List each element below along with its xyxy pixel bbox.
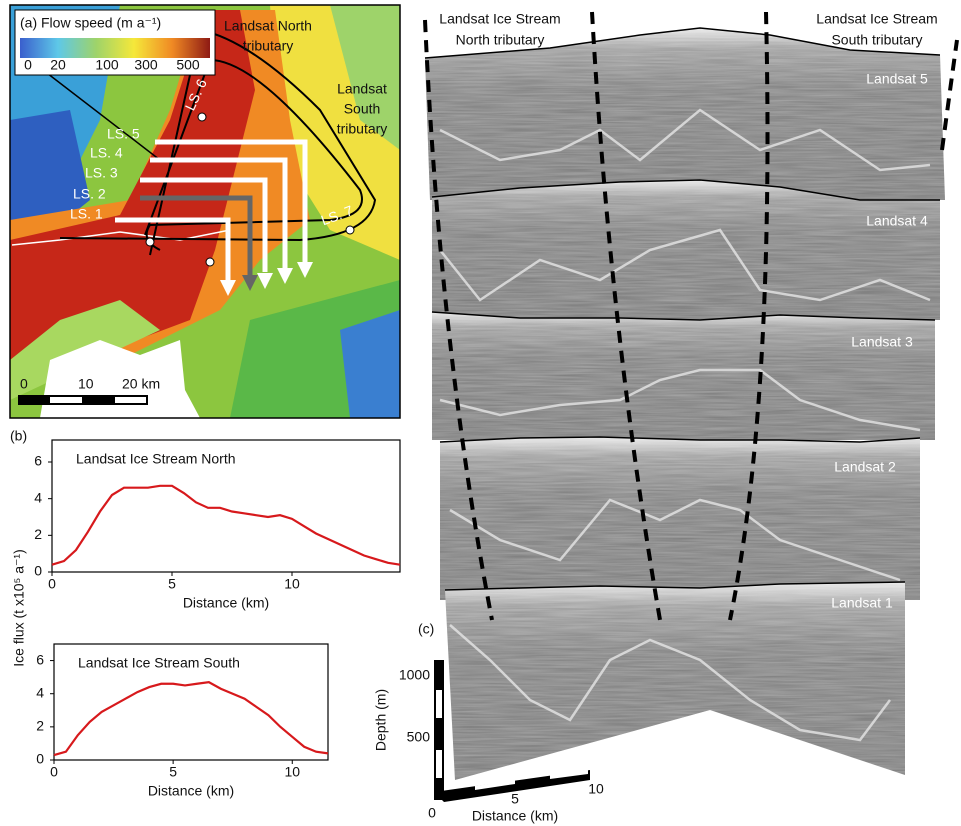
x-tick-label: 5 [168, 576, 176, 592]
tributary-label: tributary [337, 121, 388, 137]
tributary-label: Landsat [337, 81, 387, 97]
colorbar-label: 300 [134, 57, 158, 73]
colorbar-label: 100 [95, 57, 119, 73]
y-tick-label: 2 [34, 526, 42, 542]
tributary-label: Landsat North [224, 18, 312, 34]
x-tick-label: 10 [284, 576, 300, 592]
profile-label: Landsat 5 [866, 71, 928, 87]
y-axis-label: Ice flux (t x10⁵ a⁻¹) [11, 549, 27, 666]
scale-bar [50, 397, 82, 403]
depth-scale [436, 750, 442, 778]
depth-scale [436, 690, 442, 718]
y-tick-label: 2 [36, 718, 44, 734]
depth-tick: 1000 [399, 667, 430, 683]
colorbar-label: 0 [24, 57, 32, 73]
colorbar-label: 20 [50, 57, 66, 73]
tributary-boundary [942, 40, 957, 150]
depth-tick: 500 [407, 729, 431, 745]
profile-label: Landsat 2 [834, 459, 896, 475]
colorbar-label: 500 [176, 57, 200, 73]
profile-label: Landsat 3 [851, 334, 913, 350]
tributary-label: South [344, 101, 381, 117]
depth-scale [434, 660, 444, 800]
line-label: LS. 5 [107, 126, 140, 142]
scale-label: 20 km [122, 376, 160, 392]
y-tick-label: 4 [36, 684, 44, 700]
header: South tributary [831, 32, 922, 48]
chart-title: Landsat Ice Stream North [76, 451, 236, 467]
x-axis-label: Distance (km) [183, 595, 269, 611]
line-label: LS. 4 [90, 145, 123, 161]
x-axis-label: Distance (km) [148, 783, 234, 799]
legend-title: (a) Flow speed (m a⁻¹) [20, 15, 161, 31]
x-tick-label: 0 [50, 764, 58, 780]
y-tick-label: 6 [36, 651, 44, 667]
header: Landsat Ice Stream [439, 11, 560, 27]
x-tick-label: 0 [48, 576, 56, 592]
echogram-texture [425, 28, 945, 200]
distance-label: Distance (km) [472, 808, 558, 824]
line-label: LS. 2 [73, 186, 106, 202]
colorbar [20, 38, 210, 58]
y-tick-label: 4 [34, 489, 42, 505]
flux-line [54, 682, 328, 755]
figure: (a) Flow speed (m a⁻¹) 0 20 100 300 500 … [0, 0, 961, 826]
echogram-texture [432, 180, 940, 320]
distance-tick: 5 [511, 791, 519, 807]
tributary-label: tributary [243, 38, 294, 54]
distance-tick: 0 [428, 805, 436, 821]
y-tick-label: 6 [34, 453, 42, 469]
y-tick-label: 0 [34, 563, 42, 579]
chart-title: Landsat Ice Stream South [78, 655, 240, 671]
radar-panel: Landsat 5 Landsat 4 Landsat 3 Landsat 2 Land… [425, 12, 957, 802]
x-tick-label: 5 [169, 764, 177, 780]
profile-label: Landsat 4 [866, 213, 928, 229]
panel-label: (b) [10, 428, 27, 444]
header: North tributary [456, 32, 545, 48]
line-label: LS. 1 [70, 206, 103, 222]
line-label: LS. 3 [85, 165, 118, 181]
distance-tick: 10 [588, 781, 604, 797]
scale-bar [115, 397, 146, 403]
echogram-texture [445, 582, 905, 780]
panel-label: (c) [418, 621, 434, 637]
x-tick-label: 10 [284, 764, 300, 780]
depth-label: Depth (m) [373, 689, 389, 751]
profile-label: Landsat 1 [831, 595, 893, 611]
header: Landsat Ice Stream [816, 11, 937, 27]
scale-label: 0 [20, 376, 28, 392]
flux-line [52, 486, 400, 565]
scale-label: 10 [78, 376, 94, 392]
y-tick-label: 0 [36, 751, 44, 767]
